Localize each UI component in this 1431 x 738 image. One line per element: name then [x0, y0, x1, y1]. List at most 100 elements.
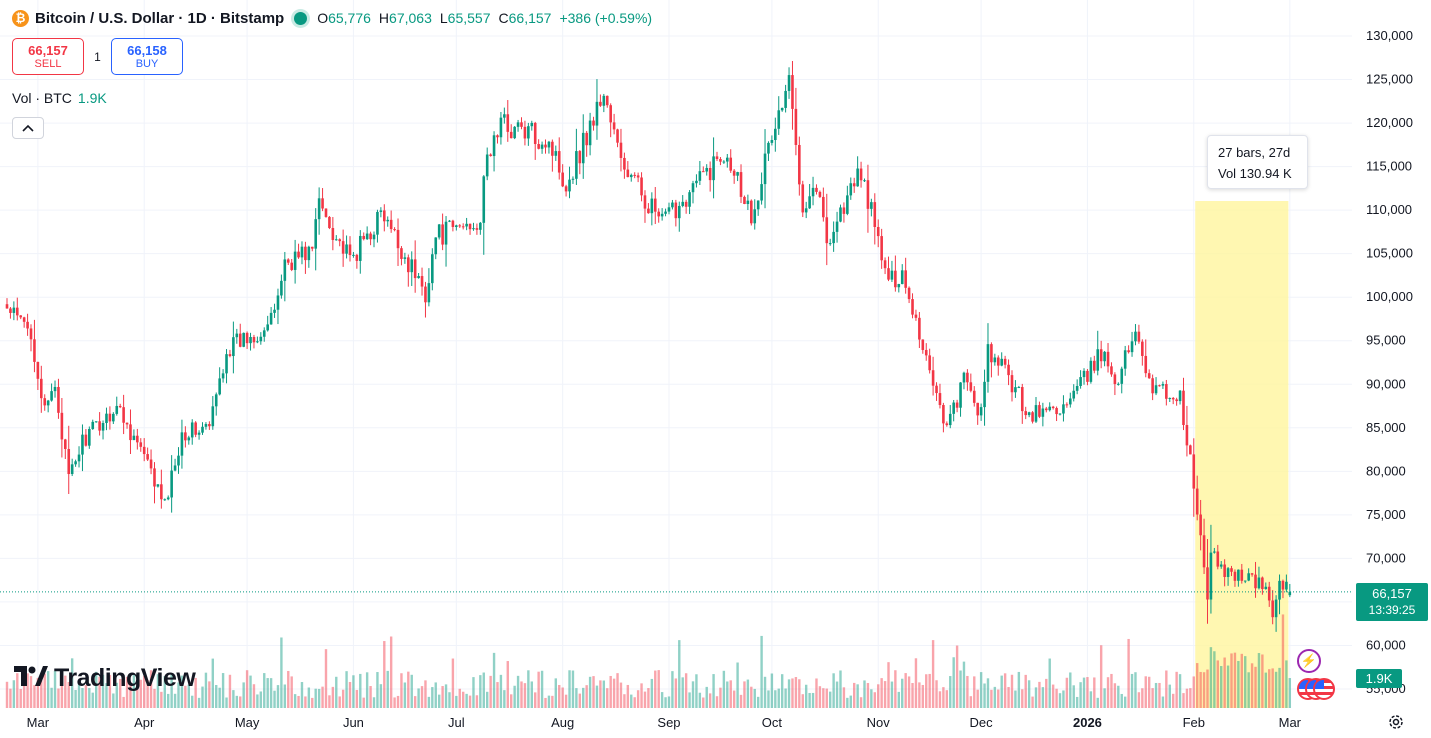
sell-button[interactable]: 66,157 SELL [12, 38, 84, 75]
volume-bar [952, 657, 955, 708]
candle-body [256, 341, 259, 343]
x-tick-label: Oct [762, 715, 783, 730]
candle-body [136, 435, 139, 443]
x-tick-label: 2026 [1073, 715, 1102, 730]
market-status-icon[interactable] [294, 11, 308, 25]
volume-bar [232, 690, 235, 708]
candle-body [1017, 387, 1021, 389]
candle-body [9, 308, 12, 313]
candle-body [345, 244, 348, 254]
volume-bar [108, 674, 112, 708]
volume-bar [252, 684, 256, 708]
volume-bar [1230, 653, 1233, 708]
range-bars-text: 27 bars, 27d [1218, 145, 1291, 160]
candle-body [873, 202, 877, 227]
symbol-title[interactable]: Bitcoin / U.S. Dollar · 1D · Bitstamp [35, 9, 285, 27]
candle-body [242, 332, 245, 347]
volume-bar [1168, 684, 1171, 708]
volume-bar [1007, 686, 1010, 708]
candle-body [667, 207, 671, 212]
candle-body [1010, 375, 1014, 393]
volume-bar [74, 689, 77, 708]
candle-body [705, 167, 709, 172]
selected-range-highlight[interactable] [1195, 201, 1289, 708]
volume-bar [547, 695, 551, 708]
buy-button[interactable]: 66,158 BUY [111, 38, 183, 75]
candle-body [225, 354, 228, 374]
lightning-icon[interactable]: ⚡ [1297, 649, 1321, 673]
candle-body [890, 270, 894, 280]
volume-bar [660, 692, 664, 708]
x-tick-label: Dec [970, 715, 994, 730]
candle-body [365, 233, 369, 240]
candle-body [880, 236, 883, 261]
volume-bar [417, 688, 420, 708]
volume-bar [1075, 696, 1079, 708]
candle-body [1285, 581, 1288, 590]
volume-bar [70, 658, 74, 708]
candle-body [293, 251, 297, 270]
volume-bar [983, 683, 986, 708]
volume-bar [472, 677, 475, 708]
candle-body [863, 180, 866, 182]
volume-bar [338, 696, 341, 708]
tradingview-logo[interactable]: TradingView [14, 664, 196, 693]
candle-body [427, 283, 431, 303]
candle-body [1086, 370, 1089, 382]
volume-bar [626, 684, 630, 708]
volume-bar [1017, 671, 1021, 708]
volume-bar [170, 673, 173, 708]
volume-bar [551, 695, 554, 708]
volume-bar [300, 682, 304, 708]
candle-body [623, 157, 626, 170]
candle-body [252, 336, 256, 343]
candle-body [328, 216, 331, 229]
candle-body [588, 120, 592, 146]
volume-bar [829, 691, 832, 708]
candle-body [866, 180, 870, 209]
candle-body [1014, 387, 1017, 393]
volume-bar [530, 681, 533, 708]
volume-legend[interactable]: Vol · BTC 1.9K [12, 90, 107, 106]
candle-body [146, 454, 149, 460]
candle-body [1082, 370, 1086, 378]
volume-bar [595, 685, 599, 708]
volume-bar [1278, 667, 1281, 708]
candle-body [1096, 349, 1100, 371]
candle-body [561, 172, 564, 187]
candle-body [739, 172, 743, 197]
y-tick-label: 100,000 [1366, 289, 1413, 304]
candle-body [304, 246, 307, 261]
volume-bar [33, 685, 36, 708]
volume-bar [376, 672, 379, 708]
last-price-label: 66,157 13:39:25 [1356, 583, 1428, 621]
volume-bar [540, 670, 544, 708]
volume-bar [149, 670, 153, 708]
y-tick-label: 95,000 [1366, 333, 1406, 348]
volume-bar [609, 675, 612, 708]
candle-body [835, 221, 839, 232]
candle-body [1123, 350, 1127, 369]
volume-bar [499, 674, 503, 708]
candle-body [712, 156, 715, 181]
volume-bar [372, 697, 376, 708]
candle-body [695, 180, 698, 184]
collapse-legend-button[interactable] [12, 117, 44, 139]
volume-bar [506, 661, 509, 708]
volume-bar [835, 681, 839, 708]
candle-body [310, 246, 314, 249]
settings-gear-icon[interactable] [1387, 713, 1405, 731]
candle-body [184, 432, 187, 441]
volume-bar [304, 696, 307, 708]
volume-bar [1288, 678, 1292, 708]
symbol-header: ₿ Bitcoin / U.S. Dollar · 1D · Bitstamp … [12, 8, 652, 28]
economic-events[interactable] [1297, 678, 1337, 702]
volume-bar [925, 674, 928, 708]
candle-body [286, 259, 290, 263]
volume-bar [1189, 688, 1192, 708]
us-flag-icon[interactable] [1313, 678, 1335, 700]
volume-bar [201, 686, 204, 708]
volume-bar [849, 695, 852, 708]
candle-body [204, 424, 208, 427]
